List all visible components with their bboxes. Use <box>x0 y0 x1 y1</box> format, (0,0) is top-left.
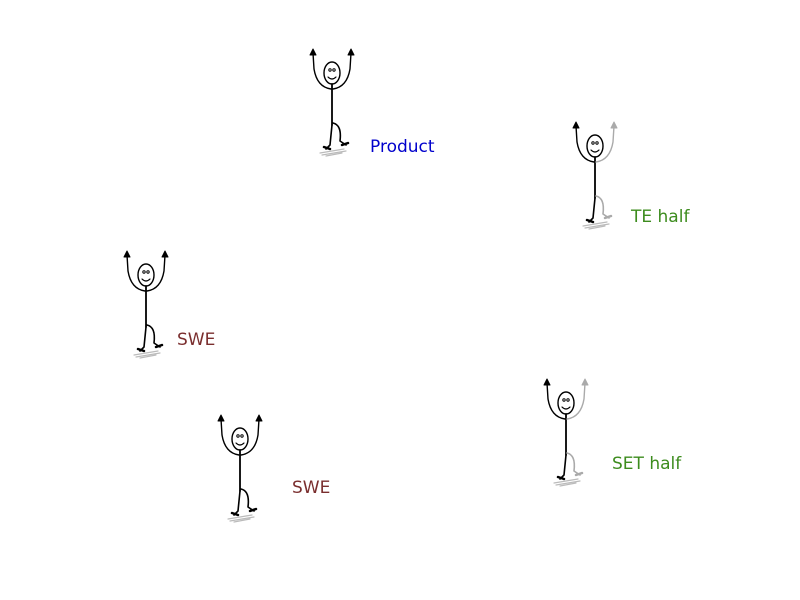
eye-mark <box>240 434 244 438</box>
right-leg-mark <box>240 488 255 512</box>
left-leg-mark <box>325 124 333 150</box>
head-mark <box>586 134 604 158</box>
right-foot-mark <box>574 471 584 477</box>
left-arm-mark <box>546 382 566 420</box>
left-foot-mark <box>136 347 146 353</box>
eye-mark <box>236 434 240 438</box>
left-hand-mark <box>572 121 580 129</box>
label-set-half: SET half <box>612 454 682 474</box>
eye-mark <box>591 141 595 145</box>
right-foot-mark <box>248 507 258 513</box>
left-hand-mark <box>543 378 551 386</box>
left-arm-mark <box>575 125 595 163</box>
label-product: Product <box>370 137 435 157</box>
left-foot-mark <box>556 475 566 481</box>
head-mark <box>557 391 575 415</box>
left-leg-mark <box>139 326 147 352</box>
shadow-mark <box>227 514 255 523</box>
label-swe-2: SWE <box>292 478 331 498</box>
eye-mark <box>328 68 332 72</box>
right-leg-mark <box>332 122 347 146</box>
right-arm-mark <box>146 254 166 292</box>
right-arm-mark <box>332 52 352 90</box>
stick-figure-swe-1 <box>116 247 176 359</box>
stick-figure-set-half <box>536 375 596 487</box>
right-hand-mark <box>581 378 589 386</box>
right-arm-mark <box>240 418 260 456</box>
left-hand-mark <box>123 250 131 258</box>
stick-figure-swe-2 <box>210 411 270 523</box>
right-hand-mark <box>610 121 618 129</box>
left-arm-mark <box>126 254 146 292</box>
smile-mark <box>327 76 337 80</box>
left-foot-mark <box>230 511 240 517</box>
shadow-mark <box>582 221 610 230</box>
left-leg-mark <box>233 490 241 516</box>
head-mark <box>231 427 249 451</box>
left-leg-mark <box>559 454 567 480</box>
right-arm-mark <box>595 125 615 163</box>
smile-mark <box>235 442 245 446</box>
eye-mark <box>146 270 150 274</box>
left-foot-mark <box>585 218 595 224</box>
right-arm-mark <box>566 382 586 420</box>
left-foot-mark <box>322 145 332 151</box>
eye-mark <box>562 398 566 402</box>
smile-mark <box>590 149 600 153</box>
eye-mark <box>332 68 336 72</box>
label-swe-1: SWE <box>177 330 216 350</box>
stick-figure-te-half <box>565 118 625 230</box>
right-leg-mark <box>146 324 161 348</box>
head-mark <box>137 263 155 287</box>
smile-mark <box>141 278 151 282</box>
eye-mark <box>142 270 146 274</box>
right-foot-mark <box>340 141 350 147</box>
right-foot-mark <box>154 343 164 349</box>
right-hand-mark <box>347 48 355 56</box>
right-leg-mark <box>566 452 581 476</box>
left-hand-mark <box>217 414 225 422</box>
shadow-mark <box>553 478 581 487</box>
shadow-mark <box>319 148 347 157</box>
shadow-mark <box>133 350 161 359</box>
head-mark <box>323 61 341 85</box>
right-hand-mark <box>161 250 169 258</box>
left-arm-mark <box>220 418 240 456</box>
right-hand-mark <box>255 414 263 422</box>
right-foot-mark <box>603 214 613 220</box>
smile-mark <box>561 406 571 410</box>
left-arm-mark <box>312 52 332 90</box>
left-hand-mark <box>309 48 317 56</box>
eye-mark <box>566 398 570 402</box>
left-leg-mark <box>588 197 596 223</box>
label-te-half: TE half <box>631 207 690 227</box>
eye-mark <box>595 141 599 145</box>
right-leg-mark <box>595 195 610 219</box>
stick-figure-product <box>302 45 362 157</box>
